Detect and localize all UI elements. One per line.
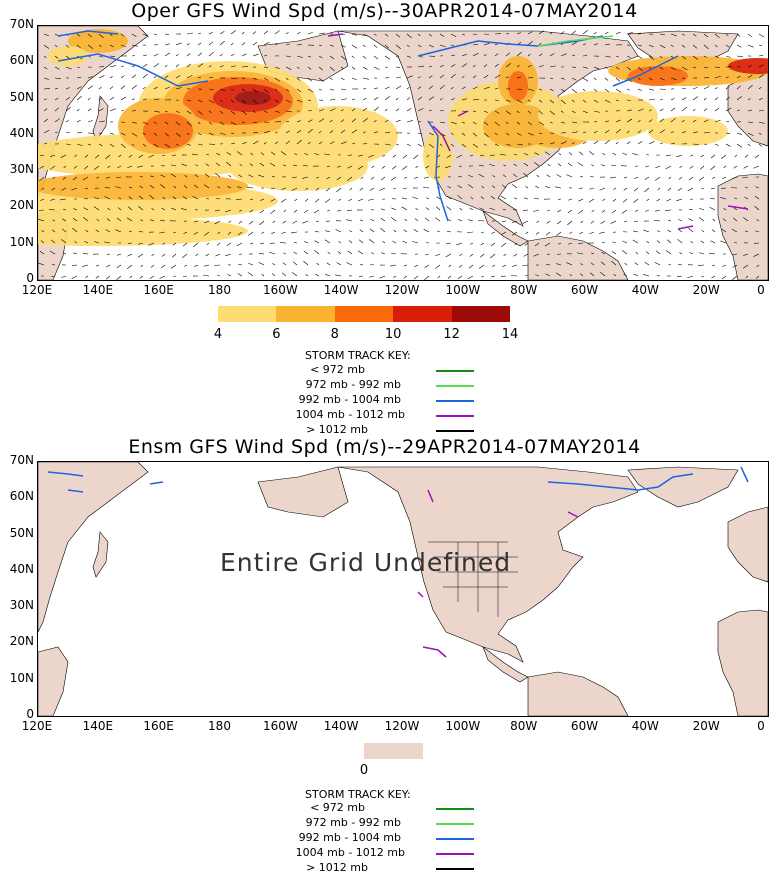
storm-key-swatch [436, 808, 474, 810]
storm-key-swatch [436, 838, 474, 840]
storm-key-swatch [436, 823, 474, 825]
panel2-storm-key-title: STORM TRACK KEY: [305, 788, 411, 801]
storm-key-swatch [436, 370, 474, 372]
longitude-tick-label: 160W [263, 283, 298, 297]
wind-speed-region [143, 113, 193, 149]
storm-key-swatch [436, 868, 474, 870]
entire-grid-undefined-label: Entire Grid Undefined [220, 548, 511, 577]
latitude-tick-label: 40N [0, 126, 34, 140]
colorbar-label: 10 [385, 327, 402, 342]
storm-key-label: > 1012 mb [306, 861, 368, 874]
storm-key-label: 1004 mb - 1012 mb [296, 408, 405, 421]
storm-key-swatch [436, 430, 474, 432]
land-masses [38, 462, 768, 716]
wind-speed-region [48, 46, 88, 66]
longitude-tick-label: 140E [83, 283, 114, 297]
latitude-tick-label: 70N [0, 453, 34, 467]
longitude-tick-label: 120E [22, 719, 53, 733]
storm-key-swatch [436, 853, 474, 855]
longitude-tick-label: 100W [445, 283, 480, 297]
longitude-tick-label: 160W [263, 719, 298, 733]
colorbar-swatch [218, 306, 276, 322]
longitude-tick-label: 120W [385, 283, 420, 297]
longitude-tick-label: 180 [208, 283, 231, 297]
colorbar-label: 8 [331, 327, 339, 342]
storm-key-label: 992 mb - 1004 mb [299, 831, 401, 844]
longitude-tick-label: 20W [693, 283, 720, 297]
storm-key-label: > 1012 mb [306, 423, 368, 436]
latitude-tick-label: 20N [0, 634, 34, 648]
panel1-colorbar [218, 306, 510, 322]
longitude-tick-label: 160E [143, 719, 174, 733]
colorbar-label: 6 [272, 327, 280, 342]
latitude-tick-label: 50N [0, 526, 34, 540]
longitude-tick-label: 120E [22, 283, 53, 297]
longitude-tick-label: 40W [632, 719, 659, 733]
storm-key-swatch [436, 385, 474, 387]
storm-key-label: 1004 mb - 1012 mb [296, 846, 405, 859]
longitude-tick-label: 160E [143, 283, 174, 297]
wind-speed-region [228, 141, 368, 191]
colorbar-label: 14 [502, 327, 519, 342]
latitude-tick-label: 30N [0, 162, 34, 176]
oper-wind-map-svg [38, 26, 768, 280]
storm-key-swatch [436, 400, 474, 402]
storm-key-label: < 972 mb [310, 363, 365, 376]
storm-key-label: 972 mb - 992 mb [306, 816, 401, 829]
latitude-tick-label: 10N [0, 671, 34, 685]
oper-wind-map [37, 25, 769, 281]
storm-key-swatch [436, 415, 474, 417]
latitude-tick-label: 10N [0, 235, 34, 249]
longitude-tick-label: 180 [208, 719, 231, 733]
panel2-title: Ensm GFS Wind Spd (m/s)--29APR2014-07MAY… [0, 436, 769, 458]
latitude-tick-label: 60N [0, 489, 34, 503]
latitude-tick-label: 50N [0, 90, 34, 104]
longitude-tick-label: 140E [83, 719, 114, 733]
colorbar-swatch [276, 306, 334, 322]
wind-speed-region [508, 71, 528, 101]
longitude-tick-label: 40W [632, 283, 659, 297]
longitude-tick-label: 140W [324, 283, 359, 297]
longitude-tick-label: 80W [510, 719, 537, 733]
colorbar-swatch [452, 306, 510, 322]
longitude-tick-label: 60W [571, 719, 598, 733]
longitude-tick-label: 60W [571, 283, 598, 297]
longitude-tick-label: 100W [445, 719, 480, 733]
wind-speed-region [648, 116, 728, 146]
longitude-tick-label: 20W [693, 719, 720, 733]
ensm-wind-map-svg [38, 462, 768, 716]
colorbar-label: 4 [214, 327, 222, 342]
latitude-tick-label: 20N [0, 198, 34, 212]
wind-speed-region [538, 91, 658, 141]
longitude-tick-label: 120W [385, 719, 420, 733]
colorbar-label: 0 [360, 763, 368, 778]
latitude-tick-label: 30N [0, 598, 34, 612]
latitude-tick-label: 60N [0, 53, 34, 67]
colorbar-swatch [364, 743, 423, 759]
panel1-title: Oper GFS Wind Spd (m/s)--30APR2014-07MAY… [0, 0, 769, 22]
longitude-tick-label: 0 [757, 719, 765, 733]
longitude-tick-label: 0 [757, 283, 765, 297]
storm-key-label: 992 mb - 1004 mb [299, 393, 401, 406]
longitude-tick-label: 140W [324, 719, 359, 733]
panel1-storm-key-title: STORM TRACK KEY: [305, 349, 411, 362]
latitude-tick-label: 40N [0, 562, 34, 576]
storm-key-label: < 972 mb [310, 801, 365, 814]
colorbar-swatch [393, 306, 451, 322]
longitude-tick-label: 80W [510, 283, 537, 297]
colorbar-swatch [335, 306, 393, 322]
latitude-tick-label: 70N [0, 17, 34, 31]
wind-speed-region [235, 91, 271, 105]
storm-key-label: 972 mb - 992 mb [306, 378, 401, 391]
ensm-wind-map: Entire Grid Undefined [37, 461, 769, 717]
wind-speed-region [38, 172, 248, 200]
colorbar-label: 12 [443, 327, 460, 342]
panel2-colorbar [364, 743, 423, 759]
wind-speed-region [38, 216, 248, 246]
